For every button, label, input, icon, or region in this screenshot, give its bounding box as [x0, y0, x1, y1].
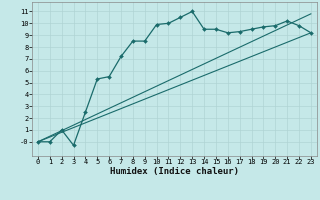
X-axis label: Humidex (Indice chaleur): Humidex (Indice chaleur)	[110, 167, 239, 176]
